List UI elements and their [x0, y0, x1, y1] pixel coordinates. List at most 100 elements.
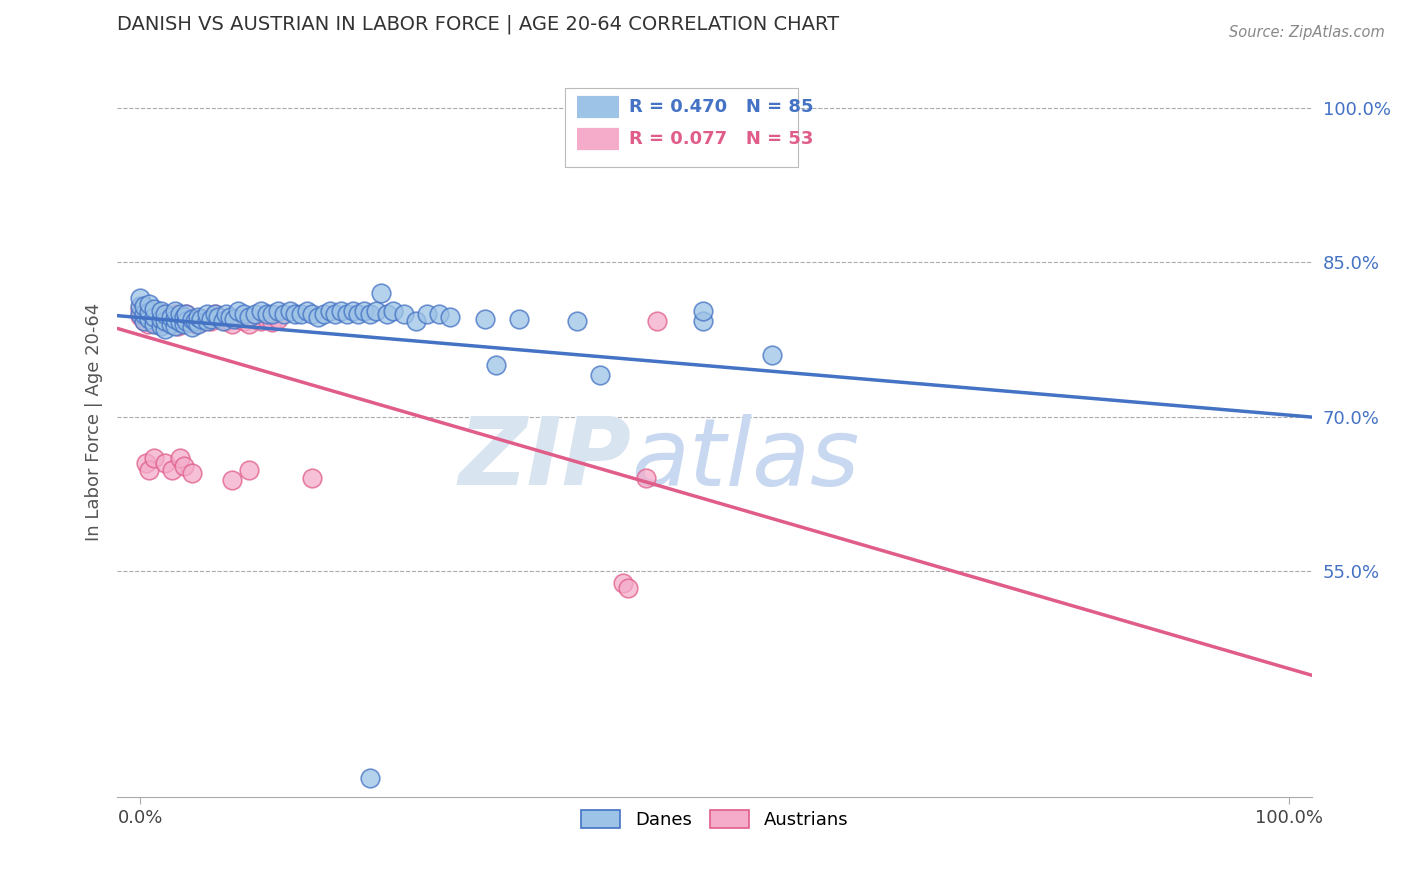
Point — [353, 303, 375, 318]
Point — [187, 317, 209, 331]
Point — [180, 314, 202, 328]
Point — [589, 368, 612, 383]
FancyBboxPatch shape — [565, 88, 799, 167]
Point — [169, 450, 191, 465]
Point — [565, 314, 588, 328]
Point — [221, 473, 243, 487]
Legend: Danes, Austrians: Danes, Austrians — [574, 803, 856, 837]
Point — [173, 314, 195, 328]
Point — [174, 307, 197, 321]
Point — [135, 456, 157, 470]
Point — [226, 303, 249, 318]
Point — [132, 299, 155, 313]
Point — [155, 314, 177, 328]
Point — [155, 322, 177, 336]
Point — [174, 314, 197, 328]
Point — [169, 307, 191, 321]
Point — [262, 307, 284, 321]
Point — [136, 317, 159, 331]
Point — [160, 310, 183, 324]
Point — [238, 310, 260, 324]
Point — [149, 319, 172, 334]
Point — [370, 286, 392, 301]
Point — [301, 471, 323, 485]
Point — [405, 314, 427, 328]
Point — [301, 307, 323, 321]
Point — [439, 310, 461, 324]
Point — [249, 303, 271, 318]
Point — [152, 307, 174, 321]
Point — [273, 307, 295, 321]
Point — [364, 303, 387, 318]
Point — [177, 312, 200, 326]
Point — [160, 317, 183, 331]
Point — [325, 307, 347, 321]
Point — [155, 307, 177, 321]
Point — [174, 307, 197, 321]
Text: R = 0.077   N = 53: R = 0.077 N = 53 — [628, 130, 813, 148]
Point — [226, 312, 249, 326]
Point — [167, 312, 190, 326]
Text: ZIP: ZIP — [458, 413, 631, 505]
Point — [132, 299, 155, 313]
Point — [173, 317, 195, 331]
Point — [207, 310, 229, 324]
Point — [617, 581, 640, 595]
Point — [187, 310, 209, 324]
Point — [136, 310, 159, 324]
Point — [157, 315, 180, 329]
Point — [132, 307, 155, 321]
Point — [149, 312, 172, 326]
Point — [204, 307, 226, 321]
Point — [312, 307, 335, 321]
Point — [146, 310, 169, 324]
Point — [138, 305, 160, 319]
Point — [129, 292, 152, 306]
Point — [138, 296, 160, 310]
Point — [359, 307, 381, 321]
Point — [243, 307, 266, 321]
Point — [163, 312, 186, 326]
Point — [342, 303, 364, 318]
Point — [427, 307, 450, 321]
Point — [173, 310, 195, 324]
Point — [215, 307, 238, 321]
Point — [394, 307, 416, 321]
Point — [243, 312, 266, 326]
Point — [180, 466, 202, 480]
Point — [129, 309, 152, 323]
Point — [238, 463, 260, 477]
Point — [190, 315, 212, 329]
Point — [375, 307, 398, 321]
Text: atlas: atlas — [631, 414, 859, 505]
Y-axis label: In Labor Force | Age 20-64: In Labor Force | Age 20-64 — [86, 302, 103, 541]
Point — [138, 463, 160, 477]
Point — [195, 312, 218, 326]
Point — [155, 456, 177, 470]
Point — [290, 307, 312, 321]
Point — [485, 358, 508, 372]
Point — [249, 314, 271, 328]
Point — [162, 463, 184, 477]
Point — [167, 319, 190, 334]
Point — [359, 772, 381, 786]
Point — [238, 317, 260, 331]
Point — [221, 317, 243, 331]
Point — [256, 312, 278, 326]
Point — [381, 303, 404, 318]
Point — [155, 312, 177, 326]
Point — [218, 310, 240, 324]
Point — [138, 312, 160, 326]
Text: R = 0.470   N = 85: R = 0.470 N = 85 — [628, 98, 813, 116]
Point — [163, 307, 186, 321]
Point — [129, 299, 152, 313]
Point — [132, 314, 155, 328]
Point — [142, 301, 165, 316]
Point — [129, 307, 152, 321]
Point — [692, 303, 714, 318]
Point — [267, 303, 290, 318]
Point — [187, 312, 209, 326]
Point — [347, 307, 370, 321]
Point — [132, 307, 155, 321]
Point — [142, 310, 165, 324]
